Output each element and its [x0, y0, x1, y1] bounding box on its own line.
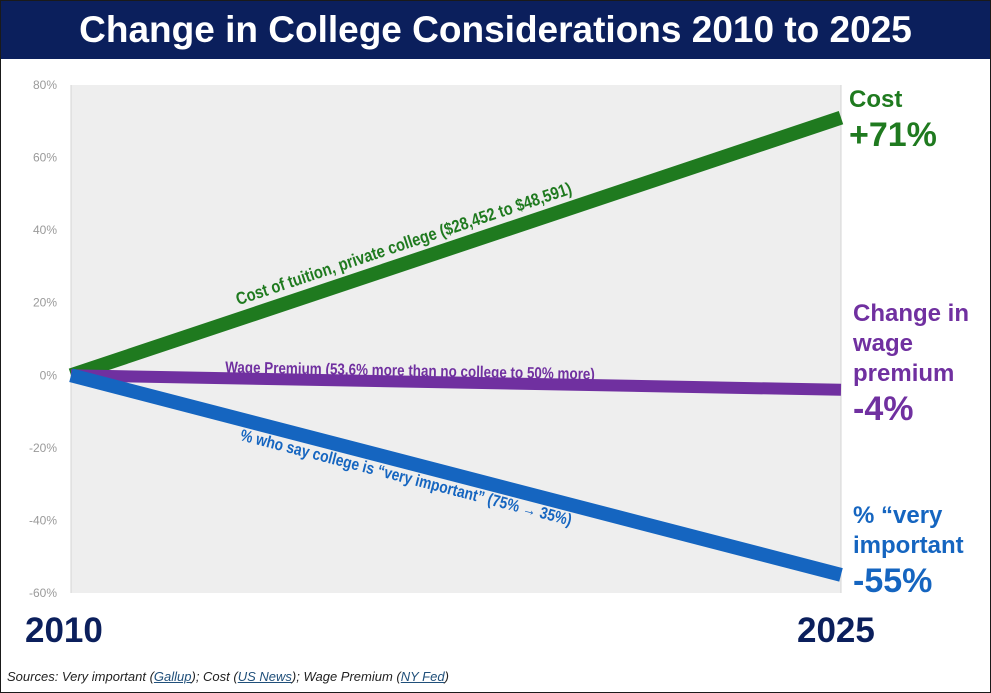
end-label-cost-value: +71% — [849, 116, 937, 154]
end-label-wage-premium: Change in wage premium -4% — [853, 299, 988, 429]
y-tick-label: 20% — [33, 296, 57, 310]
end-label-cost-name: Cost — [849, 86, 903, 113]
end-label-wage-value: -4% — [853, 390, 914, 428]
y-tick-label: 0% — [40, 368, 58, 382]
sources-suffix: ) — [444, 669, 449, 684]
sources-note: Sources: Very important (Gallup); Cost (… — [7, 669, 449, 684]
end-label-important-name-1: % “very — [853, 502, 943, 529]
chart-title: Change in College Considerations 2010 to… — [1, 1, 990, 59]
series-line-very-important — [69, 368, 843, 582]
y-tick-label: 60% — [33, 151, 57, 165]
sources-mid-2: ); Wage Premium ( — [291, 669, 401, 684]
y-tick-label: 40% — [33, 223, 57, 237]
end-label-cost: Cost +71% — [849, 85, 937, 155]
x-tick-label-2025: 2025 — [797, 611, 875, 650]
end-label-wage-name-3: premium — [853, 360, 955, 387]
sources-mid-1: ); Cost ( — [191, 669, 238, 684]
end-label-wage-name-2: wage — [853, 330, 914, 357]
source-link-ny-fed[interactable]: NY Fed — [400, 669, 445, 684]
y-tick-label: -60% — [29, 586, 57, 600]
end-label-wage-name-1: Change in — [853, 300, 970, 327]
x-tick-label-2010: 2010 — [25, 611, 103, 650]
source-link-gallup[interactable]: Gallup — [153, 669, 192, 684]
y-tick-label: -20% — [29, 441, 57, 455]
end-label-important-name-2: important — [853, 532, 964, 559]
source-link-us-news[interactable]: US News — [237, 669, 292, 684]
sources-prefix: Sources: Very important ( — [7, 669, 154, 684]
y-tick-label: 80% — [33, 78, 57, 92]
series-line-wage-premium — [70, 369, 842, 396]
y-tick-label: -40% — [29, 513, 57, 527]
series-line-cost — [68, 111, 844, 382]
end-label-very-important: % “very important -55% — [853, 501, 988, 601]
end-label-important-value: -55% — [853, 562, 933, 600]
axes: 80% 60% 40% 20% 0% -20% -40% -60% — [29, 78, 842, 600]
